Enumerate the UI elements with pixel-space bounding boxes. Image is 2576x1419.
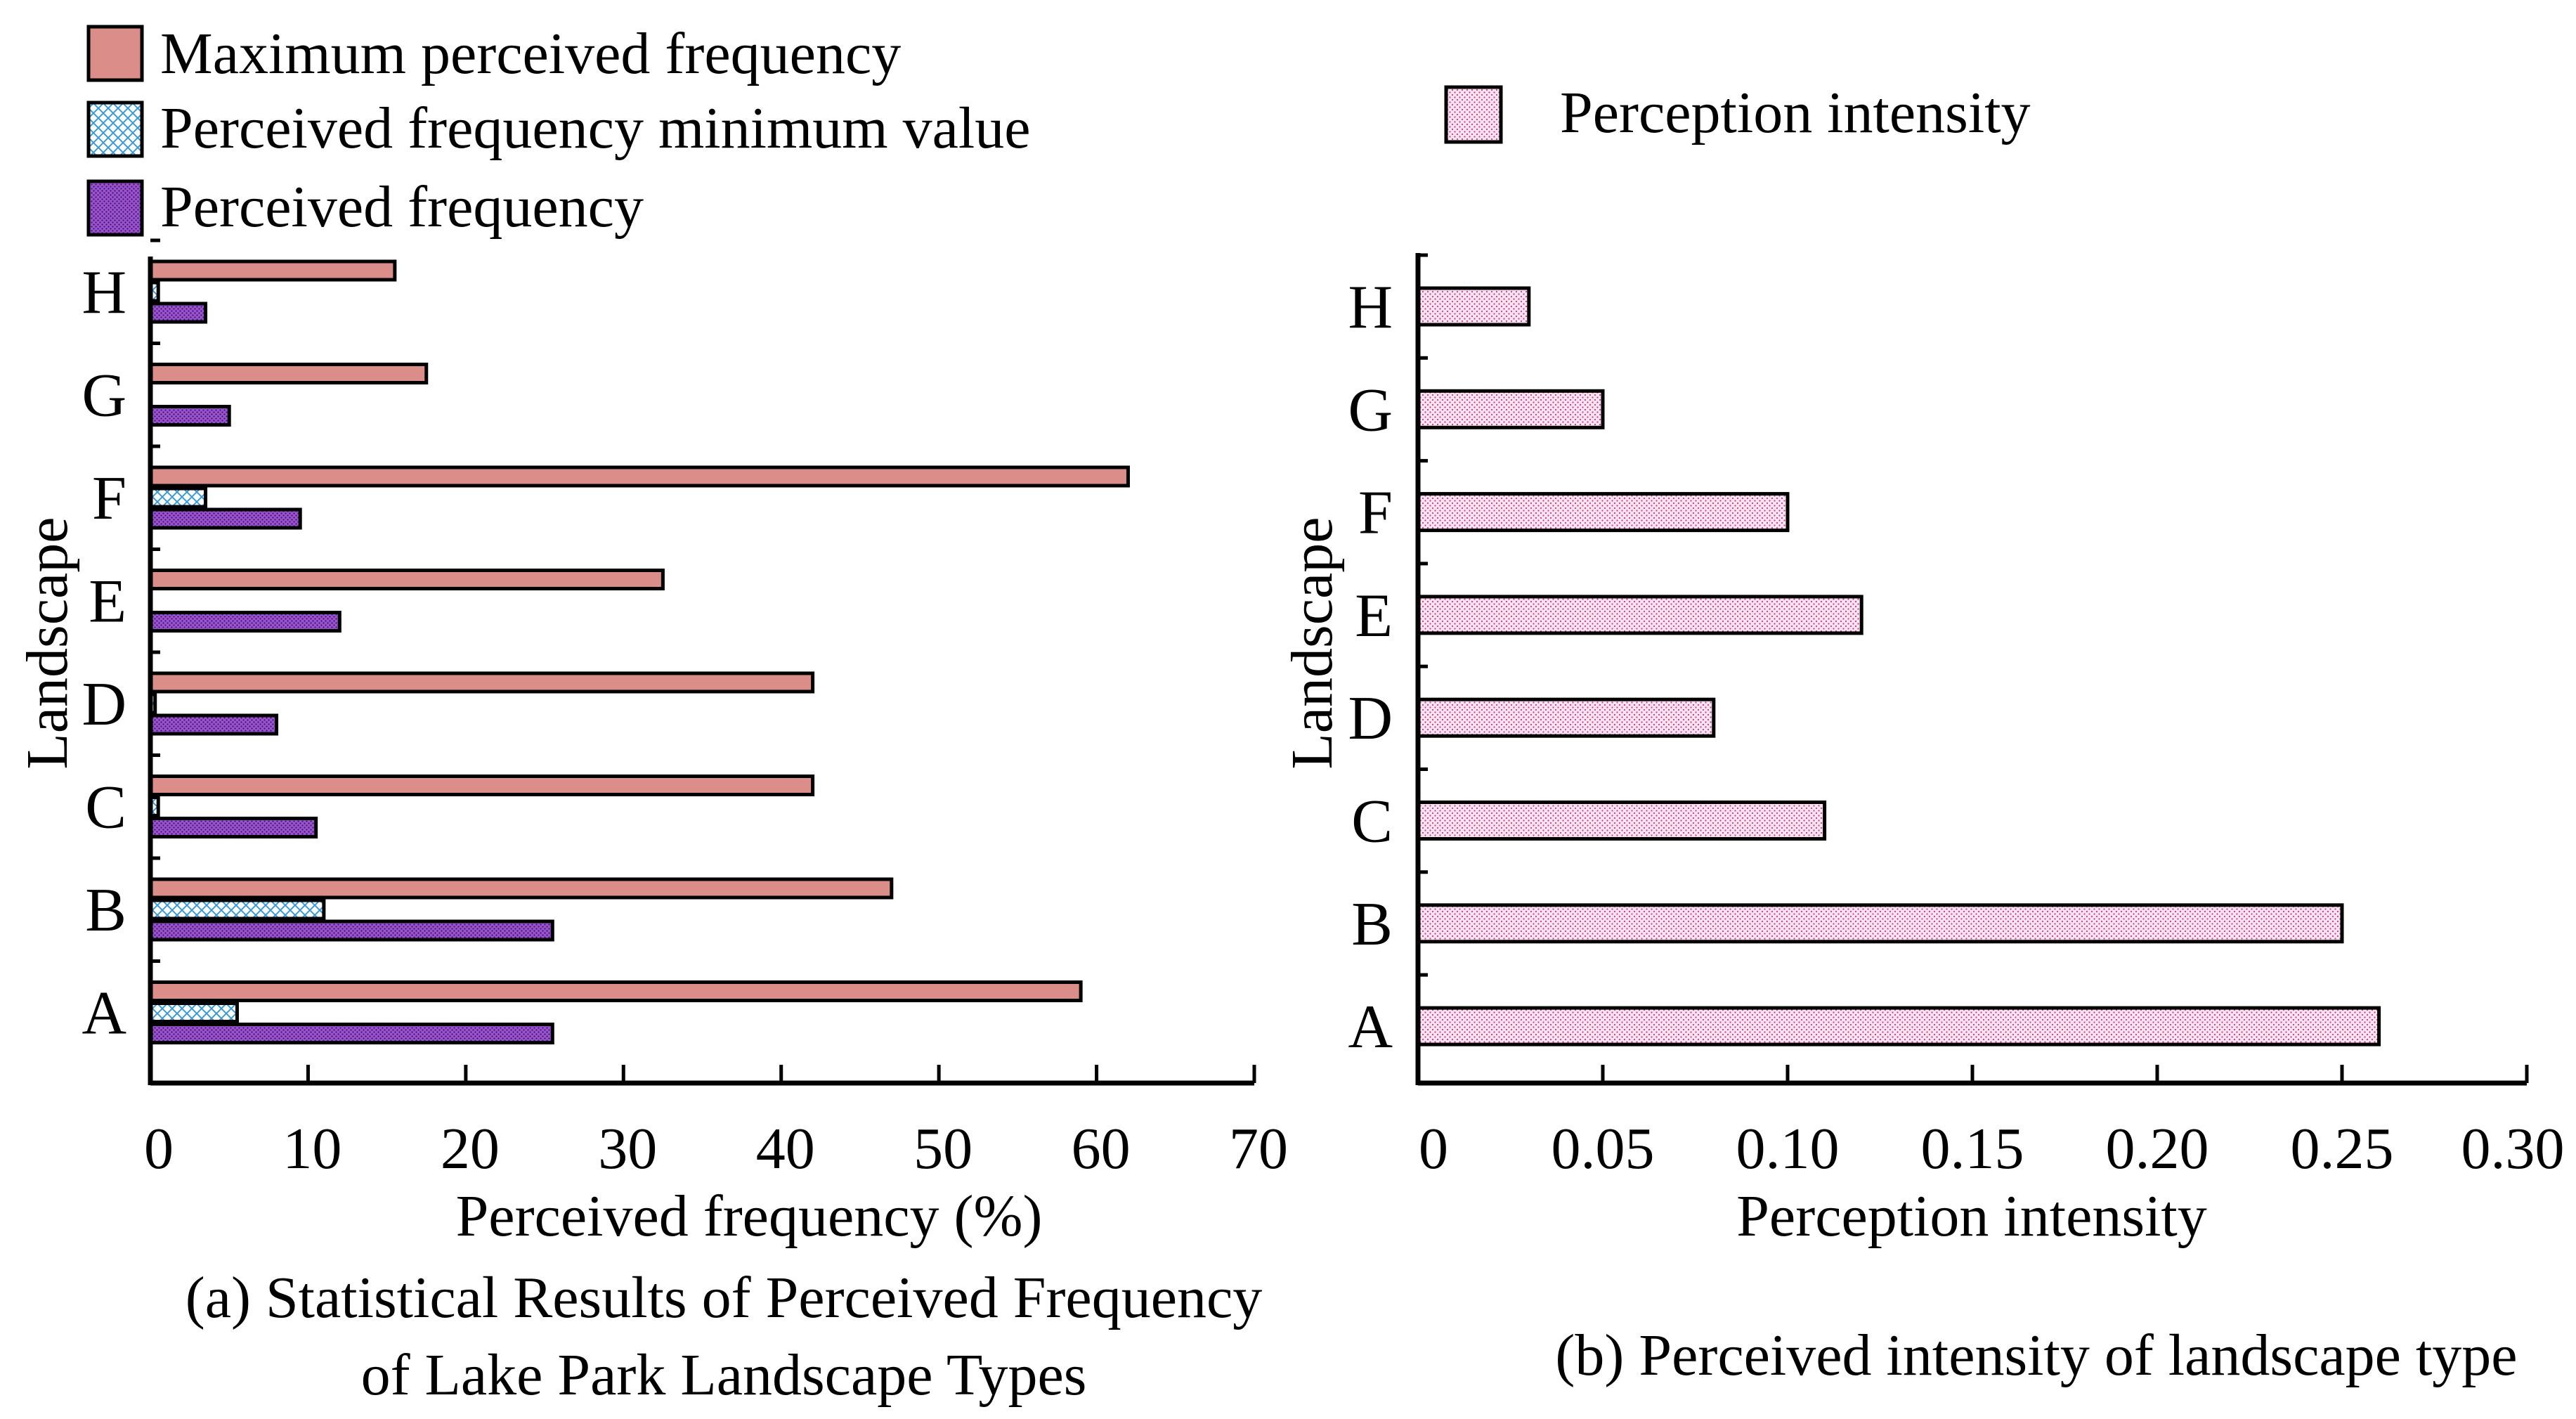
bar-max-D	[148, 671, 815, 694]
category-label-a-E: E	[89, 568, 126, 636]
bar-max-A	[148, 980, 1083, 1002]
category-label-b-B: B	[1351, 890, 1393, 959]
bar-freq-D	[148, 713, 279, 736]
bar-max-G	[148, 363, 429, 384]
x-tick-label-b: 0	[1419, 1116, 1448, 1181]
bar-max-F	[148, 465, 1130, 488]
chart-a: Maximum perceived frequency Perceived fr…	[15, 21, 1288, 1408]
category-label-b-H: H	[1348, 273, 1393, 342]
legend-freq-swatch	[86, 179, 144, 237]
bar-max-H	[148, 259, 397, 282]
bars-b	[1416, 286, 2381, 1047]
x-tick-label-a: 40	[756, 1116, 815, 1181]
x-tick-label-b: 0.15	[1921, 1116, 2024, 1181]
bar-freq-H	[148, 302, 208, 324]
x-tick-label-a: 0	[144, 1116, 174, 1181]
category-label-a-F: F	[92, 465, 126, 533]
bar-freq-E	[148, 611, 341, 633]
bar-max-C	[148, 775, 815, 796]
bar-freq-G	[148, 405, 231, 427]
chart-title-a-line1: (a) Statistical Results of Perceived Fre…	[186, 1265, 1263, 1330]
category-label-a-B: B	[85, 876, 126, 945]
bar-intensity-B	[1416, 903, 2344, 944]
bar-max-B	[148, 877, 894, 900]
x-tick-label-a: 20	[441, 1116, 500, 1181]
bar-min-F	[148, 486, 208, 509]
legend-freq-label: Perceived frequency	[160, 174, 644, 240]
x-tick-label-a: 30	[598, 1116, 657, 1181]
legend-max-label: Maximum perceived frequency	[160, 21, 901, 86]
bars-a	[148, 259, 1130, 1044]
legend-b: Perception intensity	[1444, 80, 2031, 145]
category-label-b-F: F	[1358, 479, 1393, 547]
category-label-a-C: C	[85, 774, 126, 842]
category-label-b-G: G	[1348, 376, 1393, 444]
bar-max-E	[148, 569, 665, 590]
x-ticks-a: 0 10 20 30 40 50 60 70	[144, 1065, 1288, 1181]
bar-min-A	[148, 1002, 239, 1023]
bar-intensity-D	[1416, 697, 1716, 738]
category-label-a-D: D	[82, 670, 126, 739]
y-axis-label-b: Landscape	[1280, 517, 1345, 769]
bar-freq-C	[148, 817, 318, 838]
x-tick-label-a: 10	[282, 1116, 341, 1181]
bar-intensity-A	[1416, 1006, 2381, 1047]
x-tick-label-a: 50	[913, 1116, 972, 1181]
category-label-b-E: E	[1355, 582, 1393, 650]
legend-max-swatch	[86, 25, 144, 82]
x-tick-label-b: 0.25	[2291, 1116, 2394, 1181]
bar-intensity-H	[1416, 286, 1531, 327]
chart-title-a-line2: of Lake Park Landscape Types	[361, 1342, 1087, 1408]
bar-freq-B	[148, 919, 554, 942]
x-tick-label-b: 0.30	[2461, 1116, 2565, 1181]
x-tick-label-a: 70	[1229, 1116, 1288, 1181]
x-axis-label-b: Perception intensity	[1736, 1184, 2207, 1249]
bar-min-B	[148, 898, 326, 921]
x-ticks-b: 0 0.05 0.10 0.15 0.20 0.25 0.30	[1416, 1065, 2565, 1181]
category-label-a-G: G	[82, 362, 126, 430]
category-label-b-A: A	[1348, 993, 1393, 1061]
chart-title-b: (b) Perceived intensity of landscape typ…	[1555, 1323, 2517, 1388]
bar-freq-A	[148, 1023, 554, 1044]
legend-a: Maximum perceived frequency Perceived fr…	[86, 21, 1031, 240]
category-label-b-C: C	[1351, 788, 1393, 856]
category-label-a-H: H	[82, 259, 126, 327]
legend-intensity-label: Perception intensity	[1560, 80, 2031, 145]
category-label-a-A: A	[82, 980, 126, 1048]
bar-intensity-F	[1416, 492, 1790, 533]
legend-intensity-swatch	[1444, 85, 1503, 144]
bar-intensity-C	[1416, 801, 1827, 841]
bar-freq-F	[148, 507, 302, 530]
x-tick-label-b: 0.20	[2106, 1116, 2209, 1181]
x-axis-label-a: Perceived frequency (%)	[456, 1184, 1043, 1249]
x-tick-label-b: 0.05	[1552, 1116, 1655, 1181]
y-axis-label-a: Landscape	[15, 517, 80, 769]
category-label-b-D: D	[1348, 685, 1393, 753]
x-tick-label-a: 60	[1072, 1116, 1131, 1181]
bar-intensity-E	[1416, 595, 1863, 635]
bar-intensity-G	[1416, 389, 1605, 429]
x-tick-label-b: 0.10	[1736, 1116, 1840, 1181]
legend-min-swatch	[86, 101, 144, 158]
legend-min-label: Perceived frequency minimum value	[160, 96, 1031, 161]
chart-b: Perception intensity 0 0.05 0.10 0.15 0.20 0.…	[1280, 80, 2565, 1388]
